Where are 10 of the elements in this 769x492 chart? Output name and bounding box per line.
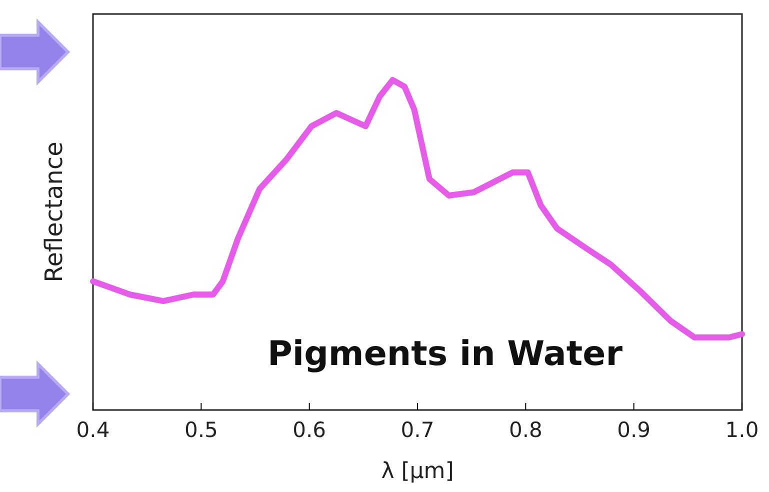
x-tick-label: 0.8 bbox=[508, 418, 542, 442]
x-tick-label: 0.5 bbox=[184, 418, 218, 442]
x-tick-label: 0.6 bbox=[292, 418, 326, 442]
x-tick-label: 0.4 bbox=[76, 418, 110, 442]
x-tick-label: 0.9 bbox=[617, 418, 651, 442]
x-tick-label: 1.0 bbox=[725, 418, 759, 442]
x-tick-label: 0.7 bbox=[400, 418, 434, 442]
x-axis-title: λ [μm] bbox=[381, 459, 454, 484]
annotation: Pigments in Water bbox=[268, 334, 623, 374]
y-axis-title: Reflectance bbox=[40, 142, 68, 282]
